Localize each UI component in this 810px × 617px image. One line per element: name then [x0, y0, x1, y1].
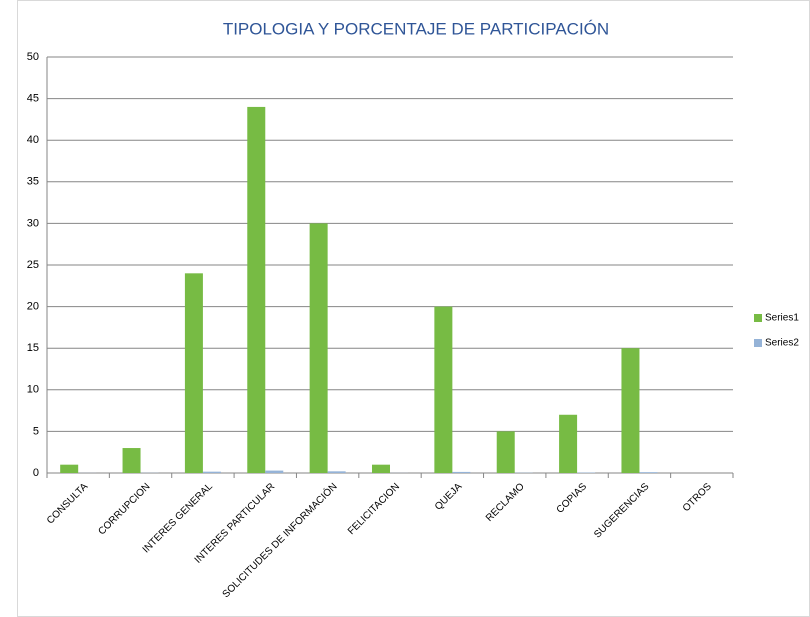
bar: [247, 106, 266, 474]
y-tick-label: 5: [33, 425, 39, 437]
y-tick-label: 25: [27, 259, 39, 271]
bar: [559, 414, 578, 473]
bar: [265, 470, 284, 473]
y-tick-label: 30: [27, 217, 39, 229]
bar: [309, 223, 328, 473]
y-tick-label: 35: [27, 176, 39, 188]
bar: [496, 431, 515, 473]
y-tick-label: 20: [27, 301, 39, 313]
bar: [372, 464, 390, 473]
bar: [621, 348, 640, 473]
y-tick-label: 40: [27, 134, 39, 146]
legend-swatch: [754, 339, 762, 347]
legend-swatch: [754, 314, 762, 322]
bar: [639, 472, 658, 473]
bar: [122, 448, 141, 473]
bar: [434, 306, 453, 473]
y-tick-label: 10: [27, 384, 39, 396]
bar: [327, 471, 346, 473]
bar: [202, 471, 221, 473]
y-tick-label: 15: [27, 342, 39, 354]
chart-frame: [17, 0, 810, 617]
y-tick-label: 0: [33, 467, 39, 479]
legend-label: Series2: [765, 338, 799, 349]
legend-label: Series1: [765, 313, 799, 324]
bar: [60, 464, 79, 473]
bar: [452, 471, 471, 473]
y-tick-label: 50: [27, 51, 39, 63]
chart-title: TIPOLOGIA Y PORCENTAJE DE PARTICIPACIÓN: [223, 19, 609, 38]
bar: [184, 273, 203, 473]
y-tick-label: 45: [27, 93, 39, 105]
